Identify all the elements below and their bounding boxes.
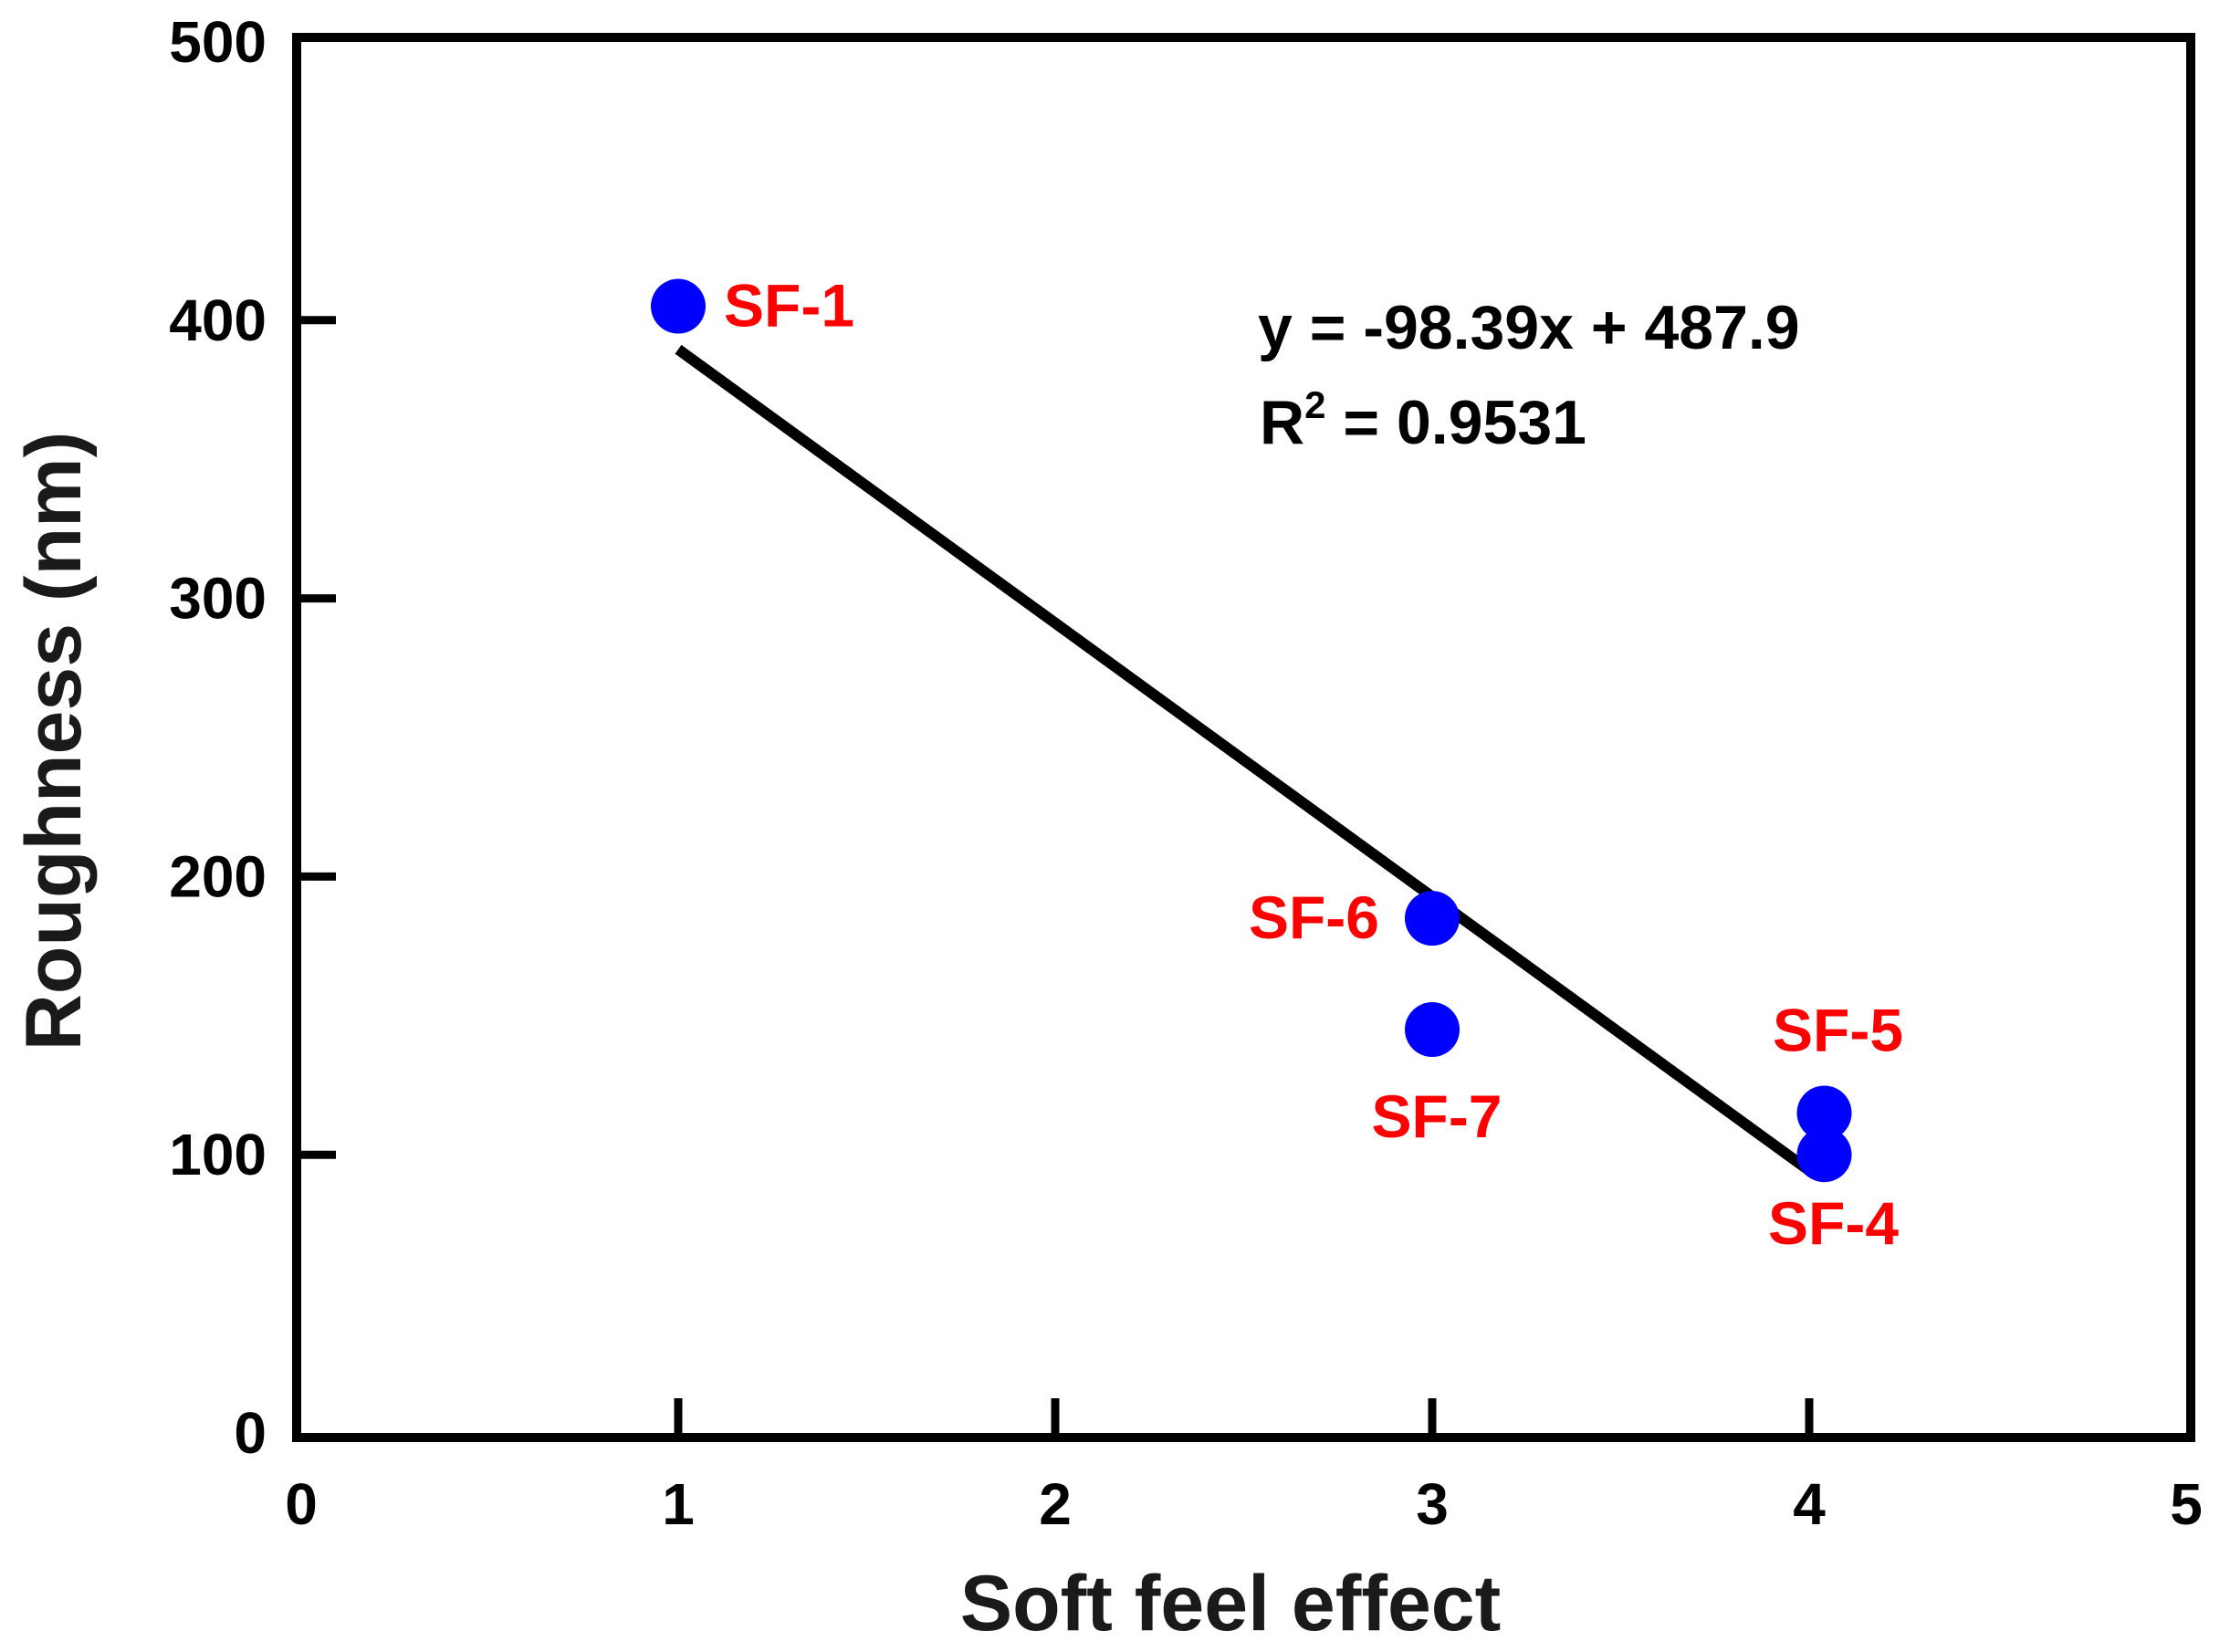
point-label-sf-7: SF-7	[1371, 1082, 1502, 1150]
y-tick-label: 500	[169, 9, 267, 75]
r2-value: = 0.9531	[1325, 388, 1586, 457]
x-axis-ticks: 0 1 2 3 4 5	[285, 1398, 2203, 1537]
x-tick-label: 0	[285, 1471, 318, 1537]
y-tick-label: 300	[169, 566, 267, 632]
r2-prefix: R	[1260, 388, 1304, 457]
y-axis-title: Roughness (nm)	[10, 432, 98, 1051]
y-tick-label: 100	[169, 1122, 267, 1187]
trendline-group	[678, 350, 1809, 1171]
x-tick-label: 5	[2170, 1471, 2203, 1537]
trendline-r-squared: R2 = 0.9531	[1260, 383, 1586, 457]
r2-superscript: 2	[1304, 383, 1325, 426]
data-point-sf-1	[651, 279, 706, 334]
x-axis-title: Soft feel effect	[960, 1560, 1502, 1647]
y-tick-label: 200	[169, 843, 267, 909]
data-point-sf-4	[1797, 1127, 1852, 1182]
data-points	[651, 279, 1852, 1183]
x-tick-label: 4	[1793, 1471, 1826, 1537]
y-tick-label: 0	[234, 1400, 267, 1466]
scatter-chart: 0 100 200 300 400 500 0 1 2 3 4 5 SF-1 SF-6 SF-7 SF-5…	[0, 0, 2230, 1652]
point-label-sf-6: SF-6	[1249, 884, 1379, 951]
x-tick-label: 3	[1416, 1471, 1449, 1537]
point-label-sf-4: SF-4	[1768, 1189, 1899, 1257]
plot-area-frame	[297, 37, 2191, 1438]
x-tick-label: 2	[1039, 1471, 1072, 1537]
point-label-sf-5: SF-5	[1773, 996, 1903, 1063]
x-tick-label: 1	[662, 1471, 695, 1537]
point-label-sf-1: SF-1	[724, 272, 854, 340]
y-tick-label: 400	[169, 288, 267, 353]
y-axis-ticks: 0 100 200 300 400 500	[169, 9, 336, 1466]
trendline	[678, 350, 1809, 1171]
data-point-sf-7	[1405, 1002, 1460, 1057]
data-point-sf-6	[1405, 891, 1460, 946]
trendline-equation: y = -98.39x + 487.9	[1258, 293, 1800, 362]
